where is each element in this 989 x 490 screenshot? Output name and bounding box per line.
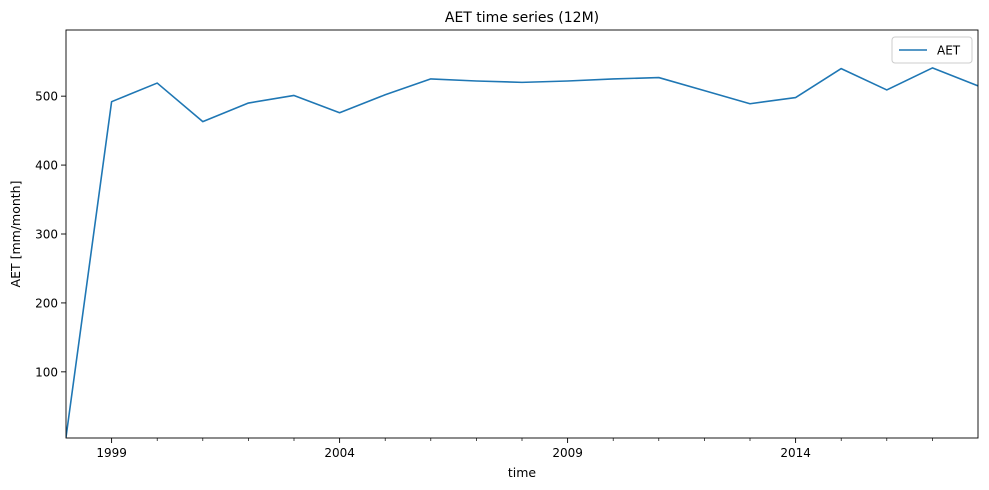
y-tick-label-500: 500 xyxy=(35,90,58,104)
legend-box xyxy=(891,36,973,64)
chart-title: AET time series (12M) xyxy=(445,10,599,26)
y-tick-label-100: 100 xyxy=(35,365,58,379)
x-axis-label: time xyxy=(508,465,537,480)
x-tick-label-2014: 2014 xyxy=(780,446,811,460)
series-line-aet xyxy=(66,67,978,438)
y-axis-label: AET [mm/month] xyxy=(8,181,23,288)
x-tick-label-1999: 1999 xyxy=(96,446,127,460)
legend: AET xyxy=(891,36,973,64)
x-tick-label-2009: 2009 xyxy=(552,446,583,460)
y-tick-label-400: 400 xyxy=(35,159,58,173)
y-tick-label-300: 300 xyxy=(35,228,58,242)
plot-area: 1999 2004 2009 2014 100 200 300 400 500 AET xyxy=(35,29,979,460)
legend-label-aet: AET xyxy=(937,44,961,58)
y-tick-label-200: 200 xyxy=(35,296,58,310)
x-tick-label-2004: 2004 xyxy=(324,446,355,460)
axes-frame xyxy=(65,29,979,439)
